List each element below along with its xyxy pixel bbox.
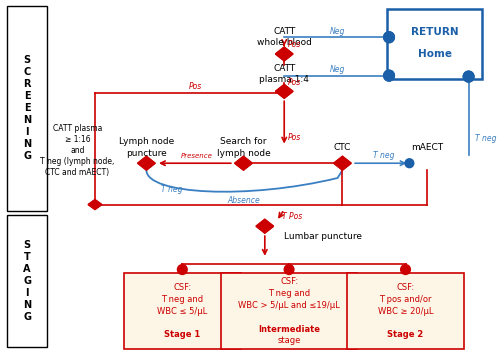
Text: CTC: CTC (334, 143, 351, 152)
Text: Lumbar puncture: Lumbar puncture (284, 232, 362, 241)
Polygon shape (276, 47, 293, 61)
Text: CSF:: CSF: (396, 283, 414, 292)
Text: CSF:: CSF: (280, 277, 298, 286)
FancyBboxPatch shape (220, 273, 358, 349)
FancyBboxPatch shape (347, 273, 464, 349)
Text: stage: stage (278, 336, 301, 346)
Polygon shape (334, 156, 351, 170)
Text: WBC > 5/μL and ≤19/μL: WBC > 5/μL and ≤19/μL (238, 301, 340, 310)
Text: Neg: Neg (330, 65, 345, 74)
Polygon shape (256, 219, 274, 233)
Text: WBC ≥ 20/μL: WBC ≥ 20/μL (378, 307, 434, 316)
Circle shape (384, 70, 394, 81)
Text: T neg: T neg (161, 185, 182, 194)
Circle shape (178, 264, 187, 274)
Polygon shape (88, 200, 102, 210)
FancyBboxPatch shape (6, 215, 48, 347)
FancyBboxPatch shape (124, 273, 241, 349)
FancyBboxPatch shape (6, 6, 48, 211)
Text: Pos: Pos (288, 78, 300, 87)
Polygon shape (138, 156, 155, 170)
Circle shape (405, 159, 414, 168)
Text: RETURN: RETURN (411, 27, 459, 37)
Text: Pos: Pos (288, 133, 300, 142)
Text: Stage 2: Stage 2 (388, 331, 424, 339)
Text: Stage 1: Stage 1 (164, 331, 200, 339)
Circle shape (464, 71, 474, 82)
Text: Presence: Presence (181, 153, 213, 159)
Polygon shape (334, 156, 351, 170)
FancyBboxPatch shape (387, 9, 482, 79)
Text: S
T
A
G
I
N
G: S T A G I N G (23, 240, 31, 322)
Circle shape (464, 71, 474, 82)
Polygon shape (88, 200, 102, 210)
Text: T pos and/or: T pos and/or (380, 295, 432, 304)
Text: T neg: T neg (374, 151, 395, 160)
Polygon shape (276, 85, 293, 98)
Text: S
C
R
E
E
N
I
N
G: S C R E E N I N G (23, 55, 31, 161)
Text: Lymph node
puncture: Lymph node puncture (119, 137, 174, 158)
Polygon shape (276, 85, 293, 98)
Text: CATT
whole blood: CATT whole blood (257, 27, 312, 47)
Circle shape (284, 264, 294, 274)
Text: Neg: Neg (330, 27, 345, 36)
Circle shape (384, 32, 394, 42)
Text: Pos: Pos (188, 82, 202, 91)
Text: CATT plasma
≥ 1:16
and
T neg (lymph node,
CTC and mAECT): CATT plasma ≥ 1:16 and T neg (lymph node… (40, 124, 115, 177)
Text: Pos: Pos (288, 40, 300, 48)
Text: Absence: Absence (227, 196, 260, 205)
Polygon shape (276, 47, 293, 61)
Text: CATT
plasma 1:4: CATT plasma 1:4 (260, 64, 309, 84)
Polygon shape (138, 156, 155, 170)
Text: T neg and: T neg and (268, 289, 310, 298)
Text: Intermediate: Intermediate (258, 325, 320, 333)
Text: T neg and: T neg and (162, 295, 203, 304)
Polygon shape (256, 219, 274, 233)
Text: T Pos: T Pos (282, 212, 302, 221)
Text: Search for
lymph node: Search for lymph node (216, 137, 270, 158)
Circle shape (400, 264, 410, 274)
Polygon shape (234, 156, 252, 170)
Text: WBC ≤ 5/μL: WBC ≤ 5/μL (157, 307, 208, 316)
Text: T neg: T neg (476, 134, 497, 143)
Text: mAECT: mAECT (411, 143, 443, 152)
Circle shape (384, 70, 394, 81)
Text: CSF:: CSF: (174, 283, 192, 292)
Polygon shape (234, 156, 252, 170)
Text: Home: Home (418, 49, 452, 59)
Circle shape (384, 32, 394, 42)
